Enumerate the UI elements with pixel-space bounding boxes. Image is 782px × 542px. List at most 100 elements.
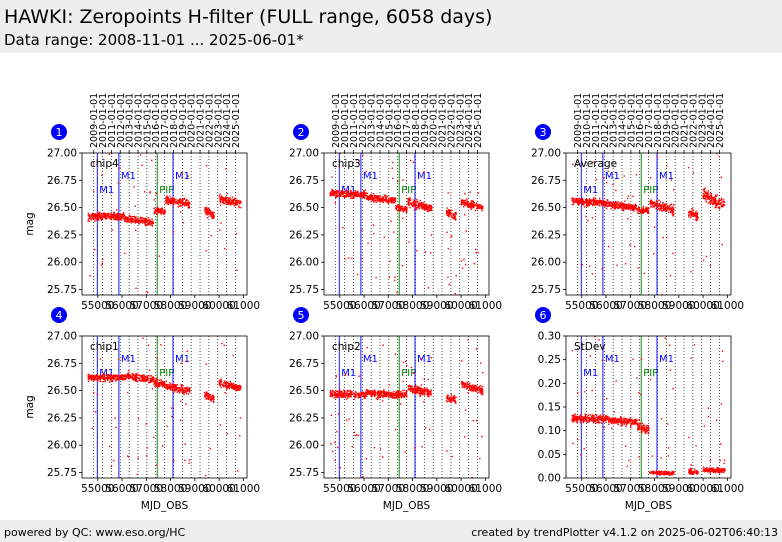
data-point [115, 380, 117, 382]
data-point [109, 376, 111, 378]
data-point [94, 216, 97, 218]
data-point [222, 385, 225, 388]
data-point [464, 385, 467, 388]
data-point [220, 201, 222, 204]
data-point [176, 384, 179, 386]
data-point [235, 233, 237, 235]
y-tick-label: 26.50 [47, 385, 77, 397]
data-point [576, 199, 579, 201]
data-point [382, 391, 384, 394]
data-point [621, 202, 623, 205]
data-point [344, 390, 346, 393]
data-point [87, 375, 89, 378]
data-point [337, 194, 339, 197]
data-point [348, 418, 350, 420]
data-point [366, 198, 368, 200]
data-point [332, 190, 335, 192]
data-point [175, 199, 177, 201]
data-point [573, 200, 575, 202]
data-point [170, 202, 173, 205]
top-axis-date-label: 2014-01-01 [376, 93, 387, 148]
data-point [703, 190, 705, 192]
data-point [380, 391, 383, 393]
data-point [179, 205, 182, 207]
data-point [421, 446, 423, 448]
data-point [362, 196, 364, 198]
data-point [340, 396, 342, 398]
data-point [618, 203, 620, 206]
data-point [408, 241, 410, 243]
data-point [363, 193, 365, 196]
data-point [102, 376, 104, 379]
data-point [335, 376, 338, 378]
data-point [638, 210, 640, 212]
data-point [94, 375, 96, 378]
data-point [122, 215, 124, 217]
data-point [419, 387, 421, 389]
data-point [705, 191, 707, 193]
data-point [161, 212, 164, 214]
data-point [348, 195, 351, 197]
data-point [452, 214, 455, 217]
data-point [180, 202, 183, 204]
data-point [99, 374, 101, 377]
data-point [617, 201, 620, 203]
data-point [161, 207, 163, 209]
data-point [88, 217, 91, 219]
data-point [623, 207, 625, 209]
data-point [186, 204, 188, 206]
plot-frame [81, 335, 248, 479]
data-point [396, 291, 398, 294]
data-point [573, 201, 575, 204]
data-point [401, 395, 403, 397]
data-point [143, 219, 146, 222]
data-point [688, 216, 690, 218]
data-point [420, 391, 422, 393]
data-point [95, 375, 97, 378]
data-point [399, 393, 401, 395]
data-point [417, 204, 419, 207]
data-point [420, 202, 422, 205]
x-tick-label: 55000 [323, 483, 356, 495]
data-point [110, 379, 112, 381]
data-point [455, 274, 457, 277]
data-point [601, 268, 603, 270]
data-point [338, 395, 340, 398]
data-point [400, 403, 402, 405]
data-point [368, 197, 370, 199]
data-point [588, 202, 590, 205]
data-point [144, 223, 146, 225]
data-point [429, 204, 431, 206]
data-point [633, 210, 635, 212]
data-point [402, 380, 404, 383]
data-point [669, 205, 671, 207]
data-point [169, 386, 171, 388]
data-point [670, 211, 672, 213]
data-point [466, 381, 468, 384]
data-point [419, 204, 421, 207]
data-point [585, 198, 587, 201]
x-tick-label: 55000 [81, 300, 114, 312]
data-point [388, 394, 391, 396]
data-point [395, 208, 398, 211]
data-point [152, 222, 154, 224]
data-point [706, 194, 709, 197]
data-point [163, 209, 166, 211]
data-point [710, 194, 712, 196]
data-point [659, 209, 661, 212]
data-point [167, 199, 169, 201]
data-point [631, 209, 634, 211]
data-point [369, 390, 371, 393]
data-point [385, 197, 387, 199]
data-point [137, 217, 139, 220]
data-point [453, 215, 455, 217]
data-point [136, 377, 139, 379]
data-point [224, 247, 226, 250]
data-point [142, 379, 145, 382]
data-point [477, 206, 480, 209]
data-point [154, 382, 157, 385]
data-point [621, 205, 624, 207]
data-point [575, 199, 578, 201]
data-point [169, 198, 171, 200]
data-point [112, 377, 115, 380]
